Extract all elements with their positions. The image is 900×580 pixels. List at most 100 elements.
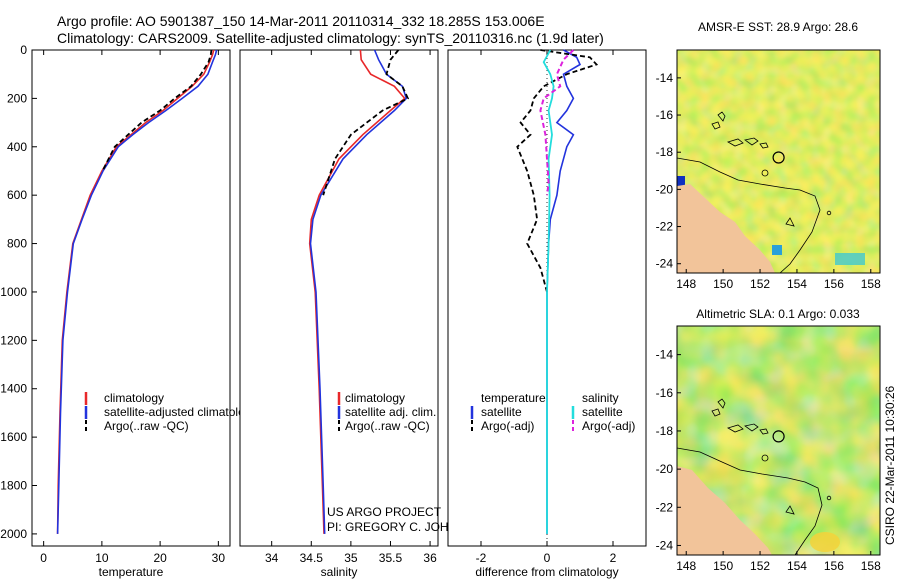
y-tick-label: -22: [656, 500, 674, 514]
sst-cool-patch: [772, 245, 782, 255]
y-tick-label: 1000: [0, 285, 27, 299]
sla-map: Altimetric SLA: 0.1 Argo: 0.033 148 150 15…: [656, 307, 881, 573]
depth-axis: 0 200 400 600 800 1000 1200 1400 1600 1800 2000: [0, 43, 37, 541]
x-tick-label: 35: [344, 551, 358, 565]
y-tick-label: 1800: [0, 479, 27, 493]
australia-land: [677, 466, 772, 555]
legend-label-argo: Argo(..raw -QC): [104, 419, 189, 433]
series-line-salinity-satellite: [542, 49, 555, 534]
sla-high-patch: [810, 532, 840, 552]
x-tick-label: -2: [476, 551, 487, 565]
argo-position-marker: [772, 430, 785, 443]
temperature-legend: climatology satellite-adjusted climatolo…: [84, 391, 257, 433]
difference-panel: -2 0 2 difference from climatology tempera…: [447, 49, 647, 579]
legend-label-temp-sat: satellite: [481, 405, 522, 419]
reef-outlines: [711, 398, 769, 435]
difference-legend: temperature satellite Argo(-adj) salinit…: [470, 391, 635, 433]
temperature-x-axis: 0 10 20 30: [40, 50, 225, 565]
y-tick-label: 800: [7, 237, 27, 251]
legend-label-temp-argo: Argo(-adj): [481, 419, 534, 433]
x-tick-label: 30: [212, 551, 226, 565]
y-tick-label: -18: [656, 145, 674, 159]
sla-map-y-axis: -14 -16 -18 -20 -22 -24: [656, 348, 681, 552]
y-tick-label: -24: [656, 257, 674, 271]
temperature-axes-box: [31, 49, 231, 547]
salinity-xlabel: salinity: [321, 565, 358, 579]
y-tick-label: -22: [656, 220, 674, 234]
y-tick-label: 1200: [0, 333, 27, 347]
pi-credit: PI: GREGORY C. JOHNSON: [327, 520, 483, 534]
x-tick-label: 152: [750, 277, 770, 291]
x-tick-label: 156: [824, 559, 844, 573]
sst-map-frame: [676, 49, 881, 274]
difference-lines: [516, 49, 599, 534]
y-tick-label: -20: [656, 182, 674, 196]
legend-label-climatology: climatology: [104, 391, 164, 405]
sst-map-title: AMSR-E SST: 28.9 Argo: 28.6: [698, 20, 858, 34]
y-tick-label: 2000: [0, 527, 27, 541]
legend-label-climatology: climatology: [345, 391, 405, 405]
legend-label-sal-argo: Argo(-adj): [582, 419, 635, 433]
sst-map-y-axis: -14 -16 -18 -20 -22 -24: [656, 71, 681, 271]
sst-edge-patch: [677, 176, 685, 186]
project-credit: US ARGO PROJECT: [327, 505, 442, 519]
y-tick-label: -14: [656, 71, 674, 85]
x-tick-label: 0: [40, 551, 47, 565]
series-line-salinity-argo-adj-: [539, 49, 575, 196]
salinity-lines: [308, 49, 410, 534]
x-tick-label: 154: [787, 559, 807, 573]
y-tick-label: 600: [7, 188, 27, 202]
y-tick-label: 200: [7, 91, 27, 105]
x-tick-label: 34.5: [300, 551, 324, 565]
cay-outline: [785, 505, 795, 515]
salinity-legend: climatology satellite adj. clim. Argo(..…: [337, 391, 436, 433]
y-tick-label: 1600: [0, 430, 27, 444]
y-tick-label: -18: [656, 424, 674, 438]
reef-outlines: [711, 111, 769, 149]
salinity-panel: 34 34.5 35 35.5 36 salinity climatology sate…: [239, 49, 483, 579]
difference-xlabel: difference from climatology: [475, 565, 618, 579]
x-tick-label: 20: [153, 551, 167, 565]
legend-label-sat: satellite-adjusted climatology: [104, 405, 257, 419]
reef-contour: [677, 447, 823, 555]
sla-map-x-axis: 148 150 152 154 156 158: [676, 551, 881, 573]
x-tick-label: 154: [787, 277, 807, 291]
sst-map-x-axis: 148 150 152 154 156 158: [676, 269, 881, 291]
legend-title-salinity: salinity: [582, 391, 619, 405]
x-tick-label: 158: [861, 559, 881, 573]
x-tick-label: 158: [861, 277, 881, 291]
y-tick-label: 1400: [0, 382, 27, 396]
temperature-panel: 0 200 400 600 800 1000 1200 1400 1600 1800 2000 0 1…: [0, 43, 257, 579]
x-tick-label: 150: [713, 277, 733, 291]
series-line-argo-raw-qc-: [322, 49, 410, 196]
header-line2: Climatology: CARS2009. Satellite-adjuste…: [57, 30, 604, 46]
y-tick-label: -20: [656, 462, 674, 476]
series-line-temperature-argo-adj-: [516, 49, 599, 293]
cay-outline: [761, 169, 769, 177]
cay-outline: [785, 217, 795, 227]
legend-title-temperature: temperature: [481, 391, 546, 405]
x-tick-label: 2: [610, 551, 617, 565]
legend-label-sal-sat: satellite: [582, 405, 623, 419]
x-tick-label: 35.5: [379, 551, 403, 565]
sst-cool-patch: [835, 253, 865, 265]
y-tick-label: 400: [7, 140, 27, 154]
temperature-xlabel: temperature: [99, 565, 164, 579]
x-tick-label: 148: [676, 277, 696, 291]
temperature-lines: [56, 49, 218, 534]
timestamp-stamp: CSIRO 22-Mar-2011 10:30:26: [883, 385, 897, 545]
sla-map-frame: [676, 325, 881, 556]
x-tick-label: 148: [676, 559, 696, 573]
x-tick-label: 150: [713, 559, 733, 573]
sst-map: AMSR-E SST: 28.9 Argo: 28.6 148 150 152 154…: [656, 20, 881, 291]
x-tick-label: 0: [544, 551, 551, 565]
y-tick-label: 0: [20, 43, 27, 57]
header-line1: Argo profile: AO 5901387_150 14-Mar-2011…: [57, 13, 545, 29]
legend-label-sat: satellite adj. clim.: [345, 405, 436, 419]
reef-contour: [677, 157, 821, 273]
x-tick-label: 36: [423, 551, 437, 565]
y-tick-label: -16: [656, 108, 674, 122]
x-tick-label: 34: [265, 551, 279, 565]
y-tick-label: -14: [656, 348, 674, 362]
